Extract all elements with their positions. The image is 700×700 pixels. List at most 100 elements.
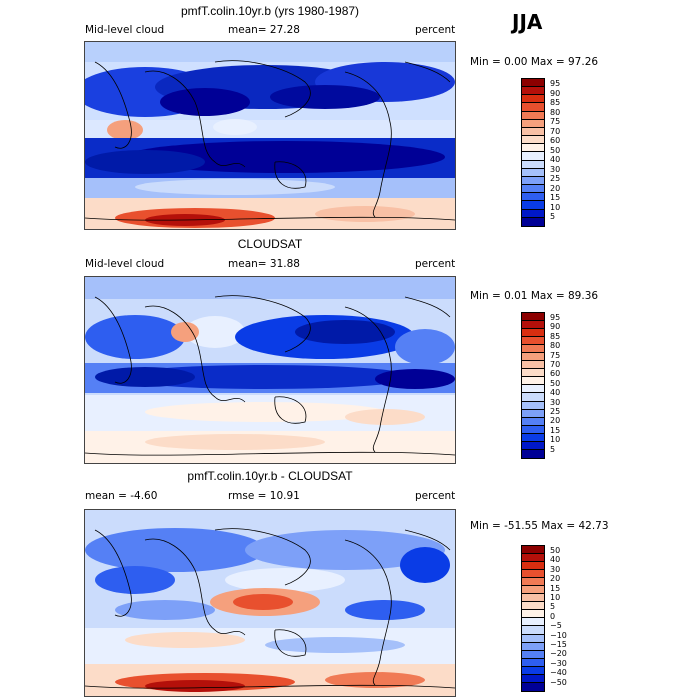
colorbar-swatch <box>522 321 544 330</box>
colorbar-swatch <box>522 111 544 120</box>
colorbar-tick-label: 60 <box>550 136 561 146</box>
colorbar-swatch <box>522 546 544 555</box>
colorbar-tick-label: 70 <box>550 126 561 136</box>
colorbar-tick-label: 40 <box>550 155 561 165</box>
colorbar-tick-label: 60 <box>550 369 561 379</box>
colorbar-swatch <box>522 201 544 210</box>
panel-1-map-svg <box>85 42 455 229</box>
colorbar-tick-label: −30 <box>550 658 567 668</box>
colorbar-tick-label: 15 <box>550 583 561 593</box>
colorbar-tick-label: 50 <box>550 378 561 388</box>
panel-2-map <box>84 276 456 464</box>
colorbar-swatch <box>522 618 544 627</box>
colorbar-swatch <box>522 185 544 194</box>
colorbar-swatch <box>522 103 544 112</box>
colorbar-tick-label: 50 <box>550 145 561 155</box>
colorbar-swatch <box>522 87 544 96</box>
colorbar-swatch <box>522 409 544 418</box>
colorbar-swatch <box>522 176 544 186</box>
colorbar-swatch <box>522 594 544 603</box>
colorbar-tick-label: 30 <box>550 164 561 174</box>
colorbar-tick-label: −10 <box>550 630 567 640</box>
colorbar-tick-label: 20 <box>550 183 561 193</box>
colorbar-swatch <box>522 329 544 338</box>
colorbar-swatch <box>522 385 544 394</box>
colorbar-tick-label: 70 <box>550 360 561 369</box>
colorbar-tick-label: 85 <box>550 331 561 341</box>
colorbar-swatch <box>522 393 544 402</box>
colorbar-tick-label: 95 <box>550 313 561 322</box>
colorbar-tick-label: 20 <box>550 416 561 426</box>
panel-2-minmax: Min = 0.01 Max = 89.36 <box>470 290 599 302</box>
colorbar-tick-label: 15 <box>550 193 561 203</box>
colorbar-swatch <box>522 313 544 322</box>
colorbar-swatch <box>522 674 544 683</box>
colorbar-swatch <box>522 602 544 611</box>
panel-3-colorbar <box>521 545 545 692</box>
colorbar-swatch <box>522 441 544 450</box>
colorbar-swatch <box>522 626 544 635</box>
colorbar-tick-label: 10 <box>550 202 561 212</box>
panel-1-minmax: Min = 0.00 Max = 97.26 <box>470 56 599 68</box>
colorbar-swatch <box>522 337 544 346</box>
colorbar-tick-label: 80 <box>550 107 561 117</box>
colorbar-swatch <box>522 578 544 587</box>
colorbar-tick-label: 10 <box>550 593 561 602</box>
colorbar-tick-label: 5 <box>550 602 556 612</box>
colorbar-swatch <box>522 570 544 579</box>
colorbar-swatch <box>522 401 544 410</box>
colorbar-tick-label: 5 <box>550 212 556 222</box>
colorbar-tick-label: 40 <box>550 555 561 565</box>
colorbar-swatch <box>522 658 544 667</box>
colorbar-swatch <box>522 417 544 426</box>
panel-1-map <box>84 41 456 230</box>
colorbar-swatch <box>522 449 544 458</box>
colorbar-tick-label: 30 <box>550 564 561 574</box>
colorbar-swatch <box>522 168 544 177</box>
colorbar-tick-label: 75 <box>550 350 561 360</box>
colorbar-swatch <box>522 95 544 104</box>
colorbar-swatch <box>522 642 544 651</box>
colorbar-swatch <box>522 650 544 659</box>
colorbar-swatch <box>522 682 544 691</box>
colorbar-tick-label: 90 <box>550 322 561 332</box>
panel-2-map-svg <box>85 277 455 463</box>
panel-1-title: pmfT.colin.10yr.b (yrs 1980-1987) <box>180 4 360 18</box>
panel-3-minmax: Min = -51.55 Max = 42.73 <box>470 520 609 532</box>
panel-2-title: CLOUDSAT <box>237 237 303 251</box>
panel-3-mean-label: mean = -4.60 <box>85 490 158 502</box>
colorbar-swatch <box>522 152 544 161</box>
panel-1-units: percent <box>415 24 456 36</box>
panel-2-colorbar <box>521 312 545 459</box>
colorbar-tick-label: 0 <box>550 611 556 621</box>
colorbar-tick-label: 50 <box>550 546 561 555</box>
colorbar-swatch <box>522 666 544 675</box>
colorbar-swatch <box>522 377 544 386</box>
colorbar-swatch <box>522 127 544 137</box>
colorbar-swatch <box>522 361 544 370</box>
colorbar-tick-label: −50 <box>550 677 567 687</box>
colorbar-tick-label: 10 <box>550 435 561 445</box>
panel-3-map <box>84 509 456 697</box>
colorbar-tick-label: 25 <box>550 407 561 416</box>
colorbar-swatch <box>522 634 544 643</box>
colorbar-tick-label: 5 <box>550 444 556 454</box>
colorbar-tick-label: 40 <box>550 388 561 398</box>
panel-1-left-label: Mid-level cloud <box>85 24 165 36</box>
colorbar-swatch <box>522 193 544 202</box>
colorbar-tick-label: −40 <box>550 668 567 678</box>
colorbar-tick-label: 75 <box>550 117 561 127</box>
colorbar-tick-label: 85 <box>550 98 561 108</box>
colorbar-tick-label: 90 <box>550 88 561 98</box>
colorbar-swatch <box>522 345 544 354</box>
panel-3-rmse-label: rmse = 10.91 <box>228 490 300 502</box>
colorbar-tick-label: 30 <box>550 397 561 407</box>
colorbar-swatch <box>522 119 544 128</box>
colorbar-swatch <box>522 353 544 362</box>
colorbar-swatch <box>522 433 544 442</box>
panel-2-units: percent <box>415 258 456 270</box>
colorbar-tick-label: 15 <box>550 425 561 435</box>
colorbar-swatch <box>522 217 544 226</box>
colorbar-tick-label: −5 <box>550 621 562 631</box>
colorbar-swatch <box>522 425 544 434</box>
